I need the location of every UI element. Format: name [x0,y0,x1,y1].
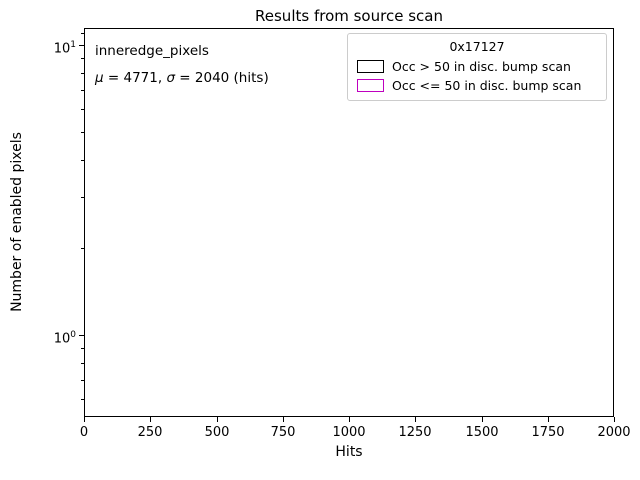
y-tick-mark [79,335,84,336]
y-minor-tick-mark [81,348,84,349]
y-minor-tick-mark [81,197,84,198]
x-tick-mark [283,417,284,422]
y-minor-tick-mark [81,90,84,91]
y-tick-exp: 0 [70,330,76,340]
y-tick-label: 101 [36,36,76,57]
y-minor-tick-mark [81,33,84,34]
x-tick-mark [482,417,483,422]
sigma-value: = 2040 (hits) [175,70,269,86]
y-axis-label: Number of enabled pixels [9,132,25,312]
annotation-dataset-name: inneredge_pixels [95,43,209,59]
y-minor-tick-mark [81,132,84,133]
y-minor-tick-mark [81,160,84,161]
y-minor-tick-mark [81,73,84,74]
legend: 0x17127 Occ > 50 in disc. bump scan Occ … [347,33,607,101]
y-tick-label: 100 [36,326,76,347]
mu-value: = 4771, [103,70,167,86]
y-tick-exp: 1 [70,40,76,50]
legend-swatch-occ-gt-50 [357,60,384,73]
chart-title: Results from source scan [255,7,443,25]
annotation-stats: μ = 4771, σ = 2040 (hits) [95,70,269,86]
x-tick-mark [614,417,615,422]
y-minor-tick-mark [81,58,84,59]
mu-symbol: μ [95,70,104,86]
x-axis-label: Hits [335,444,363,460]
legend-entry-occ-gt-50: Occ > 50 in disc. bump scan [357,59,597,74]
legend-label-occ-le-50: Occ <= 50 in disc. bump scan [392,78,582,93]
legend-entry-occ-le-50: Occ <= 50 in disc. bump scan [357,78,597,93]
x-tick-mark [84,417,85,422]
y-minor-tick-mark [81,399,84,400]
x-tick-mark [548,417,549,422]
x-tick-mark [415,417,416,422]
x-tick-label: 500 [204,425,230,440]
y-minor-tick-mark [81,380,84,381]
y-tick-mark [79,45,84,46]
y-tick-base: 10 [53,331,71,347]
x-tick-mark [349,417,350,422]
y-minor-tick-mark [81,109,84,110]
y-minor-tick-mark [81,248,84,249]
sigma-symbol: σ [166,70,175,86]
legend-title: 0x17127 [449,39,505,54]
x-tick-label: 1000 [332,425,366,440]
x-tick-mark [217,417,218,422]
legend-label-occ-gt-50: Occ > 50 in disc. bump scan [392,59,571,74]
x-tick-label: 1250 [398,425,432,440]
x-tick-label: 750 [270,425,296,440]
x-tick-label: 1500 [465,425,499,440]
x-tick-label: 250 [137,425,163,440]
x-tick-label: 2000 [597,425,631,440]
y-minor-tick-mark [81,363,84,364]
y-tick-base: 10 [53,41,71,57]
legend-swatch-occ-le-50 [357,79,384,92]
x-tick-label: 1750 [531,425,565,440]
x-tick-mark [150,417,151,422]
x-tick-label: 0 [79,425,89,440]
